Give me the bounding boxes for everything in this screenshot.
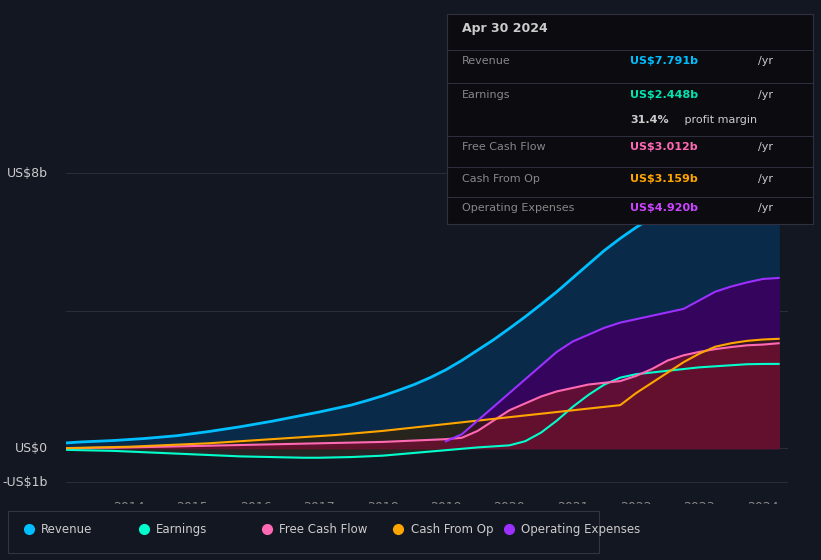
Text: /yr: /yr (758, 174, 773, 184)
Text: US$8b: US$8b (7, 167, 48, 180)
Text: US$2.448b: US$2.448b (631, 90, 698, 100)
Text: Cash From Op: Cash From Op (462, 174, 540, 184)
Bar (8, 511, 599, 553)
Text: Cash From Op: Cash From Op (410, 522, 493, 536)
Text: US$4.920b: US$4.920b (631, 203, 698, 213)
Text: 31.4%: 31.4% (631, 115, 669, 125)
Text: Apr 30 2024: Apr 30 2024 (462, 22, 548, 35)
Text: Operating Expenses: Operating Expenses (462, 203, 575, 213)
Text: Earnings: Earnings (462, 90, 511, 100)
Text: Revenue: Revenue (462, 56, 511, 66)
Text: US$3.159b: US$3.159b (631, 174, 698, 184)
Text: /yr: /yr (758, 203, 773, 213)
Text: profit margin: profit margin (681, 115, 758, 125)
Text: /yr: /yr (758, 90, 773, 100)
Text: Operating Expenses: Operating Expenses (521, 522, 640, 536)
Text: Revenue: Revenue (41, 522, 93, 536)
Text: Free Cash Flow: Free Cash Flow (279, 522, 368, 536)
Text: US$0: US$0 (15, 442, 48, 455)
Text: Free Cash Flow: Free Cash Flow (462, 142, 546, 152)
Text: US$7.791b: US$7.791b (631, 56, 698, 66)
Text: /yr: /yr (758, 56, 773, 66)
Text: /yr: /yr (758, 142, 773, 152)
Text: US$3.012b: US$3.012b (631, 142, 698, 152)
Text: -US$1b: -US$1b (2, 476, 48, 489)
Text: Earnings: Earnings (156, 522, 208, 536)
